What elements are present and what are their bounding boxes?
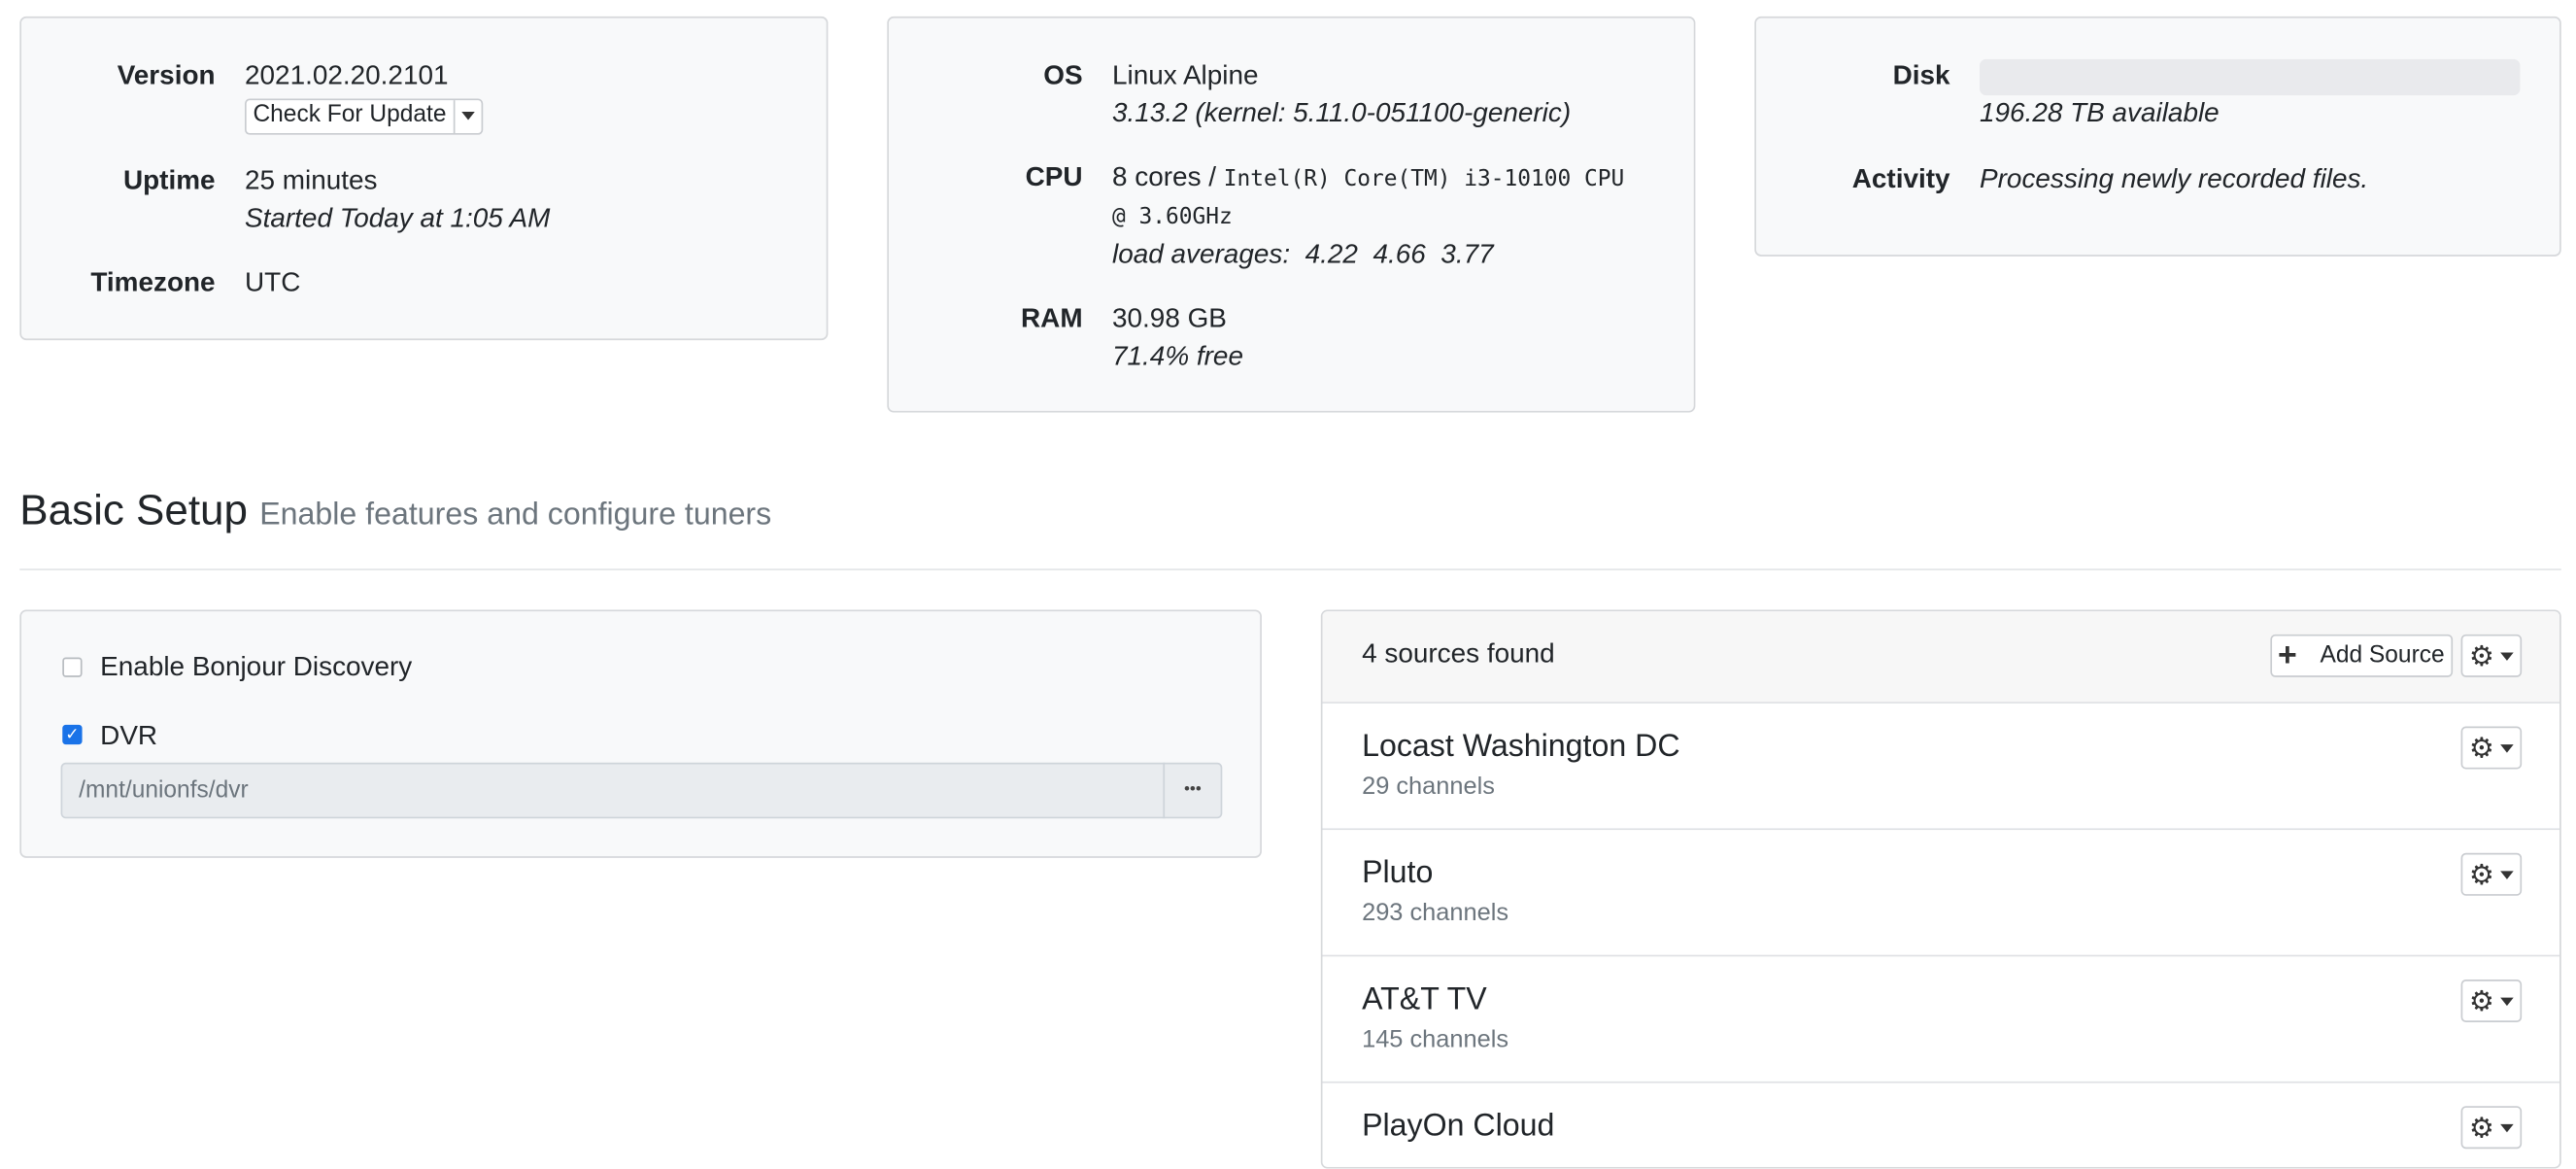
load-1: 4.22 (1305, 239, 1358, 270)
cpu-cores: 8 cores / (1112, 162, 1217, 192)
load-label: load averages: (1112, 239, 1291, 270)
check-update-dropdown[interactable] (453, 99, 481, 133)
check-update-button[interactable]: Check For Update (253, 101, 447, 128)
source-name: Pluto (1362, 856, 1434, 891)
sources-settings-button[interactable]: ⚙ (2460, 634, 2523, 677)
source-name: Locast Washington DC (1362, 729, 1680, 765)
cpu-model: Intel(R) Core(TM) i3-10100 CPU (1223, 165, 1625, 192)
source-settings-button[interactable]: ⚙ (2460, 852, 2523, 896)
source-settings-button[interactable]: ⚙ (2460, 1106, 2523, 1150)
version-value: 2021.02.20.2101 Check For Update (245, 57, 483, 134)
ram-value: 30.98 GB (1112, 303, 1227, 334)
disk-label: Disk (1892, 60, 1950, 91)
add-source-label: Add Source (2320, 642, 2445, 670)
caret-down-icon (2500, 996, 2514, 1006)
source-row: AT&T TV 145 channels ⚙ (1322, 954, 2560, 1083)
uptime-label: Uptime (122, 165, 216, 196)
bonjour-checkbox[interactable] (62, 657, 83, 677)
source-row: PlayOn Cloud ⚙ (1322, 1081, 2560, 1167)
os-detail: 3.13.2 (kernel: 5.11.0-051100-generic) (1112, 98, 1572, 128)
uptime-value: 25 minutes (245, 165, 378, 196)
source-name: AT&T TV (1362, 982, 1487, 1017)
basic-setup-title: Basic Setup (19, 484, 248, 534)
dvr-path-input[interactable]: /mnt/unionfs/dvr (60, 762, 1166, 819)
sources-card: 4 sources found + Add Source ⚙ Locast Wa… (1320, 609, 2561, 1169)
add-source-button[interactable]: + Add Source (2269, 634, 2454, 677)
source-channels: 145 channels (1362, 1025, 1509, 1054)
check-update-split-button[interactable]: Check For Update (245, 97, 483, 134)
source-row: Pluto 293 channels ⚙ (1322, 828, 2560, 957)
plus-icon: + (2278, 637, 2297, 674)
section-title: Basic Setup Enable features and configur… (19, 485, 771, 535)
source-settings-button[interactable]: ⚙ (2460, 980, 2523, 1022)
dvr-checkbox[interactable]: ✓ (62, 724, 83, 745)
timezone-label: Timezone (90, 267, 216, 298)
disk-usage-bar (1980, 58, 2521, 96)
os-label: OS (1043, 60, 1083, 91)
sources-header: 4 sources found + Add Source ⚙ (1322, 611, 2560, 703)
caret-down-icon (2500, 870, 2514, 878)
ram-label: RAM (1021, 303, 1083, 334)
gear-icon: ⚙ (2468, 639, 2494, 671)
gear-icon: ⚙ (2468, 732, 2494, 764)
started-at: Started Today at 1:05 AM (245, 203, 551, 234)
section-subtitle: Enable features and configure tuners (259, 498, 772, 533)
sources-count: 4 sources found (1362, 638, 1555, 670)
system-card: Version 2021.02.20.2101 Check For Update… (19, 16, 829, 341)
caret-down-icon (2500, 743, 2514, 752)
os-value: Linux Alpine (1112, 60, 1259, 91)
activity-label: Activity (1851, 164, 1950, 194)
version-label: Version (117, 60, 216, 91)
source-name: PlayOn Cloud (1362, 1109, 1555, 1145)
bonjour-label[interactable]: Enable Bonjour Discovery (100, 652, 413, 682)
browse-button[interactable]: ••• (1163, 762, 1223, 819)
cpu-label: CPU (1025, 162, 1083, 192)
source-row: Locast Washington DC 29 channels ⚙ (1322, 702, 2560, 831)
dvr-label[interactable]: DVR (100, 721, 158, 751)
timezone-value: UTC (245, 267, 301, 298)
caret-down-icon (460, 112, 475, 120)
storage-card: Disk 196.28 TB available Activity Proces… (1754, 16, 2561, 257)
features-card: Enable Bonjour Discovery ✓ DVR /mnt/unio… (19, 609, 1262, 858)
disk-available: 196.28 TB available (1980, 98, 2220, 128)
caret-down-icon (2500, 1123, 2514, 1132)
load-15: 3.77 (1441, 239, 1494, 270)
cpu-speed: @ 3.60GHz (1112, 203, 1233, 230)
gear-icon: ⚙ (2468, 858, 2494, 890)
load-5: 4.66 (1373, 239, 1426, 270)
source-channels: 293 channels (1362, 899, 1509, 927)
source-channels: 29 channels (1362, 772, 1495, 801)
activity-value: Processing newly recorded files. (1980, 164, 2369, 194)
gear-icon: ⚙ (2468, 984, 2494, 1017)
hardware-card: OS Linux Alpine 3.13.2 (kernel: 5.11.0-05… (887, 16, 1696, 413)
divider (19, 568, 2561, 570)
ram-free: 71.4% free (1112, 341, 1243, 372)
gear-icon: ⚙ (2468, 1112, 2494, 1144)
source-settings-button[interactable]: ⚙ (2460, 726, 2523, 770)
version-number: 2021.02.20.2101 (245, 60, 449, 91)
caret-down-icon (2500, 651, 2514, 661)
